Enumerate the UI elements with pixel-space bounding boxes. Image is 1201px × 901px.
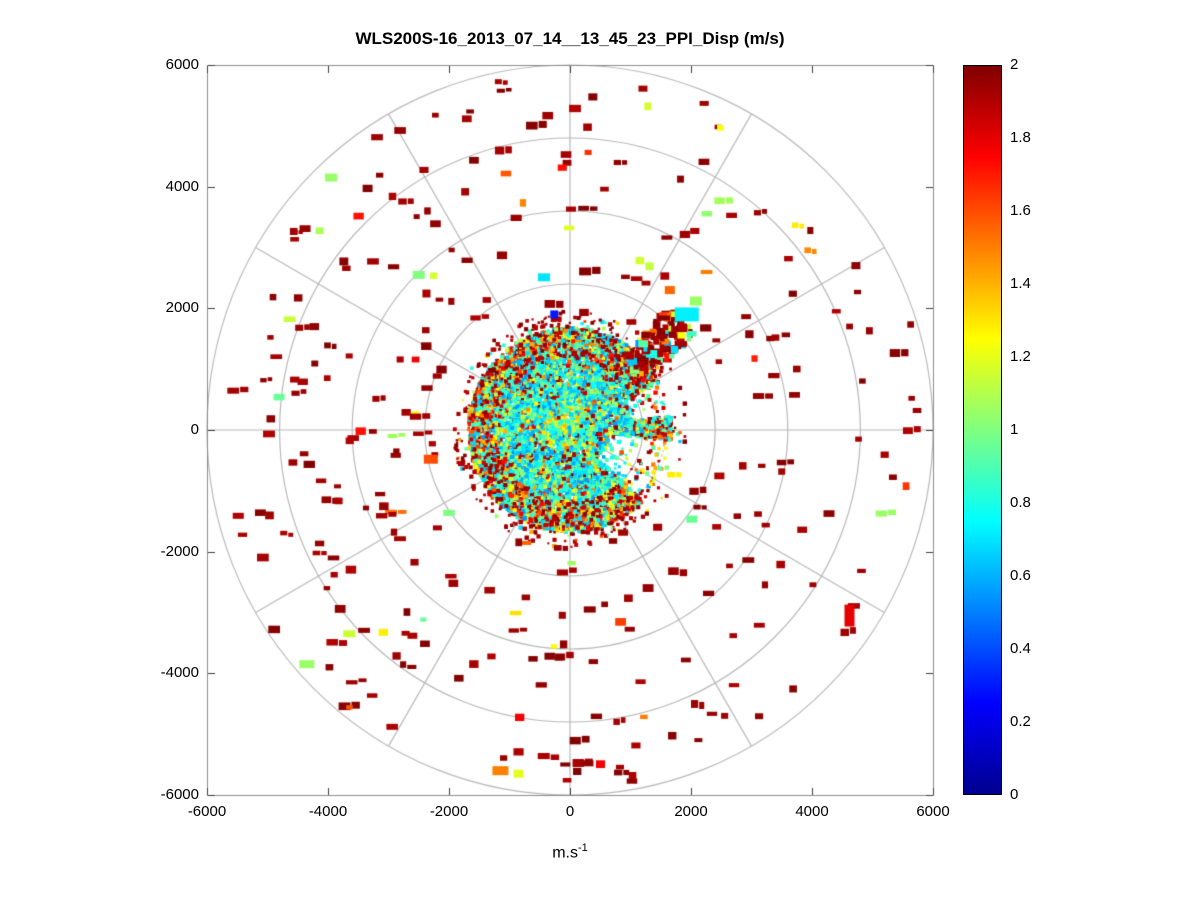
- colorbar-tick-label: 0.8: [1010, 494, 1031, 511]
- x-axis-label-base: m.s: [552, 844, 578, 862]
- colorbar-tick-label: 0.2: [1010, 713, 1031, 730]
- x-tick-label: 4000: [795, 803, 829, 820]
- colorbar: [963, 65, 1002, 795]
- y-tick-label: -2000: [160, 542, 199, 560]
- x-tick-label: -6000: [187, 803, 227, 820]
- colorbar-tick-label: 1.6: [1010, 202, 1031, 219]
- y-tick-label: 6000: [165, 56, 199, 73]
- x-axis-label: m.s-1: [207, 842, 933, 862]
- x-tick-label: 6000: [916, 803, 950, 820]
- colorbar-tick-label: 1.8: [1010, 129, 1031, 146]
- colorbar-tick-label: 1.4: [1010, 275, 1031, 292]
- colorbar-tick-label: 0: [1010, 786, 1019, 803]
- x-tick-label: -2000: [429, 803, 469, 820]
- y-tick-label: 2000: [165, 299, 199, 317]
- colorbar-tick-label: 0.6: [1010, 567, 1031, 584]
- y-tick-label: -6000: [160, 786, 199, 803]
- y-tick-label: -4000: [160, 664, 199, 682]
- chart-title: WLS200S-16_2013_07_14__13_45_23_PPI_Disp…: [355, 29, 785, 48]
- colorbar-tick-label: 0.4: [1010, 640, 1031, 657]
- colorbar-tick-label: 1: [1010, 421, 1019, 438]
- x-tick-label: -4000: [308, 803, 348, 820]
- x-tick-label: 2000: [674, 803, 708, 820]
- colorbar-tick-label: 2: [1010, 56, 1019, 73]
- colorbar-tick-label: 1.2: [1010, 348, 1031, 365]
- y-tick-label: 4000: [165, 177, 199, 195]
- y-tick-label: 0: [190, 421, 199, 438]
- x-axis-label-exponent: -1: [578, 842, 588, 854]
- x-tick-label: 0: [565, 803, 575, 820]
